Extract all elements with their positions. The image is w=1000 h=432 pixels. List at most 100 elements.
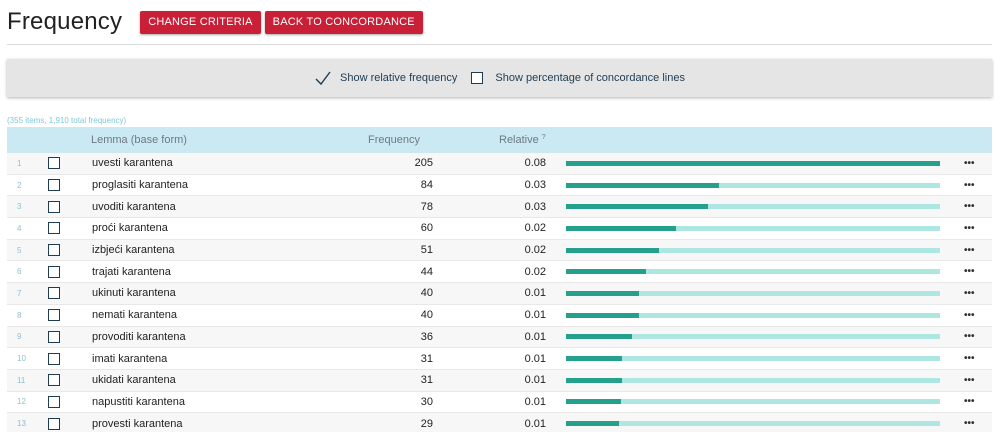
frequency-bar-fill xyxy=(566,377,623,383)
header-lemma[interactable]: Lemma (base form) xyxy=(91,134,187,146)
row-relative: 0.02 xyxy=(524,265,546,278)
row-number: 13 xyxy=(17,419,26,429)
row-frequency: 44 xyxy=(420,265,433,278)
row-checkbox[interactable] xyxy=(48,330,60,343)
frequency-bar-track xyxy=(566,160,940,166)
row-relative: 0.08 xyxy=(524,157,546,170)
frequency-bar-fill xyxy=(566,225,676,231)
row-frequency: 31 xyxy=(420,352,433,365)
more-options-icon[interactable]: ••• xyxy=(964,222,975,234)
row-checkbox[interactable] xyxy=(48,244,60,257)
row-number: 11 xyxy=(17,375,26,385)
more-options-icon[interactable]: ••• xyxy=(964,287,975,299)
row-number: 3 xyxy=(17,202,22,212)
row-relative: 0.03 xyxy=(524,200,546,213)
header-frequency[interactable]: Frequency xyxy=(368,134,420,146)
row-checkbox[interactable] xyxy=(48,374,60,387)
frequency-bar-track xyxy=(566,225,940,231)
row-frequency: 205 xyxy=(414,157,433,170)
row-lemma: provesti karantena xyxy=(92,417,183,430)
table-row: 8 nemati karantena 40 0.01 ••• xyxy=(7,304,992,327)
row-checkbox[interactable] xyxy=(48,352,60,365)
row-relative: 0.02 xyxy=(524,222,546,235)
header-relative[interactable]: Relative? xyxy=(499,134,546,146)
frequency-bar-fill xyxy=(566,399,621,405)
percentage-lines-toggle[interactable]: Show percentage of concordance lines xyxy=(471,72,685,84)
more-options-icon[interactable]: ••• xyxy=(964,201,975,213)
frequency-bar-fill xyxy=(566,290,639,296)
table-row: 6 trajati karantena 44 0.02 ••• xyxy=(7,261,992,284)
row-lemma: nemati karantena xyxy=(92,309,177,322)
row-relative: 0.01 xyxy=(524,417,546,430)
row-frequency: 60 xyxy=(420,222,433,235)
row-number: 1 xyxy=(17,158,22,168)
row-checkbox[interactable] xyxy=(48,157,60,170)
row-relative: 0.01 xyxy=(524,395,546,408)
more-options-icon[interactable]: ••• xyxy=(964,396,975,408)
percentage-lines-checkbox[interactable] xyxy=(471,72,484,84)
change-criteria-button[interactable]: CHANGE CRITERIA xyxy=(140,10,261,34)
row-checkbox[interactable] xyxy=(48,200,60,213)
frequency-bar-fill xyxy=(566,182,720,188)
more-options-icon[interactable]: ••• xyxy=(964,266,975,278)
relative-frequency-label: Show relative frequency xyxy=(340,72,458,84)
more-options-icon[interactable]: ••• xyxy=(964,353,975,365)
page-title: Frequency xyxy=(7,8,123,35)
frequency-bar-track xyxy=(566,204,940,210)
row-checkbox[interactable] xyxy=(48,222,60,235)
more-options-icon[interactable]: ••• xyxy=(964,179,975,191)
more-options-icon[interactable]: ••• xyxy=(964,157,975,169)
table-header: Lemma (base form) Frequency Relative? xyxy=(7,127,992,153)
row-frequency: 84 xyxy=(420,179,433,192)
row-frequency: 30 xyxy=(420,395,433,408)
frequency-bar-fill xyxy=(566,247,660,253)
help-icon[interactable]: ? xyxy=(541,134,546,141)
more-options-icon[interactable]: ••• xyxy=(964,418,975,430)
row-relative: 0.01 xyxy=(524,352,546,365)
frequency-bar-track xyxy=(566,399,940,405)
frequency-table: Lemma (base form) Frequency Relative? 1 u… xyxy=(7,127,992,432)
row-relative: 0.01 xyxy=(524,309,546,322)
row-checkbox[interactable] xyxy=(48,309,60,322)
row-frequency: 40 xyxy=(420,309,433,322)
row-lemma: imati karantena xyxy=(92,352,168,365)
row-relative: 0.01 xyxy=(524,330,546,343)
frequency-bar-fill xyxy=(566,421,619,427)
frequency-bar-fill xyxy=(566,269,647,275)
table-row: 12 napustiti karantena 30 0.01 ••• xyxy=(7,391,992,414)
row-number: 5 xyxy=(17,245,22,255)
frequency-bar-track xyxy=(566,269,940,275)
row-checkbox[interactable] xyxy=(48,417,60,430)
table-row: 10 imati karantena 31 0.01 ••• xyxy=(7,348,992,370)
frequency-bar-track xyxy=(566,377,940,383)
more-options-icon[interactable]: ••• xyxy=(964,309,975,321)
row-number: 8 xyxy=(17,310,22,320)
row-checkbox[interactable] xyxy=(48,179,60,192)
row-lemma: izbjeći karantena xyxy=(92,244,175,257)
row-number: 9 xyxy=(17,332,22,342)
back-to-concordance-button[interactable]: BACK TO CONCORDANCE xyxy=(264,10,423,34)
row-checkbox[interactable] xyxy=(48,265,60,278)
row-checkbox[interactable] xyxy=(48,395,60,408)
row-number: 12 xyxy=(17,397,26,407)
row-lemma: ukinuti karantena xyxy=(92,287,176,300)
row-number: 4 xyxy=(17,223,22,233)
row-frequency: 36 xyxy=(420,330,433,343)
row-frequency: 40 xyxy=(420,287,433,300)
more-options-icon[interactable]: ••• xyxy=(964,374,975,386)
row-checkbox[interactable] xyxy=(48,287,60,300)
frequency-bar-fill xyxy=(566,204,709,210)
checkmark-icon[interactable] xyxy=(314,69,332,87)
table-row: 11 ukidati karantena 31 0.01 ••• xyxy=(7,369,992,392)
table-row: 2 proglasiti karantena 84 0.03 ••• xyxy=(7,174,992,197)
header-relative-label: Relative xyxy=(499,134,539,146)
table-body: 1 uvesti karantena 205 0.08 ••• 2 proglasiti k… xyxy=(7,153,992,432)
options-bar: Show relative frequency Show percentage … xyxy=(7,59,992,97)
more-options-icon[interactable]: ••• xyxy=(964,331,975,343)
frequency-bar-track xyxy=(566,182,940,188)
percentage-lines-label: Show percentage of concordance lines xyxy=(495,72,685,84)
row-frequency: 31 xyxy=(420,374,433,387)
frequency-bar-track xyxy=(566,334,940,340)
relative-frequency-toggle[interactable]: Show relative frequency xyxy=(314,69,457,87)
more-options-icon[interactable]: ••• xyxy=(964,244,975,256)
